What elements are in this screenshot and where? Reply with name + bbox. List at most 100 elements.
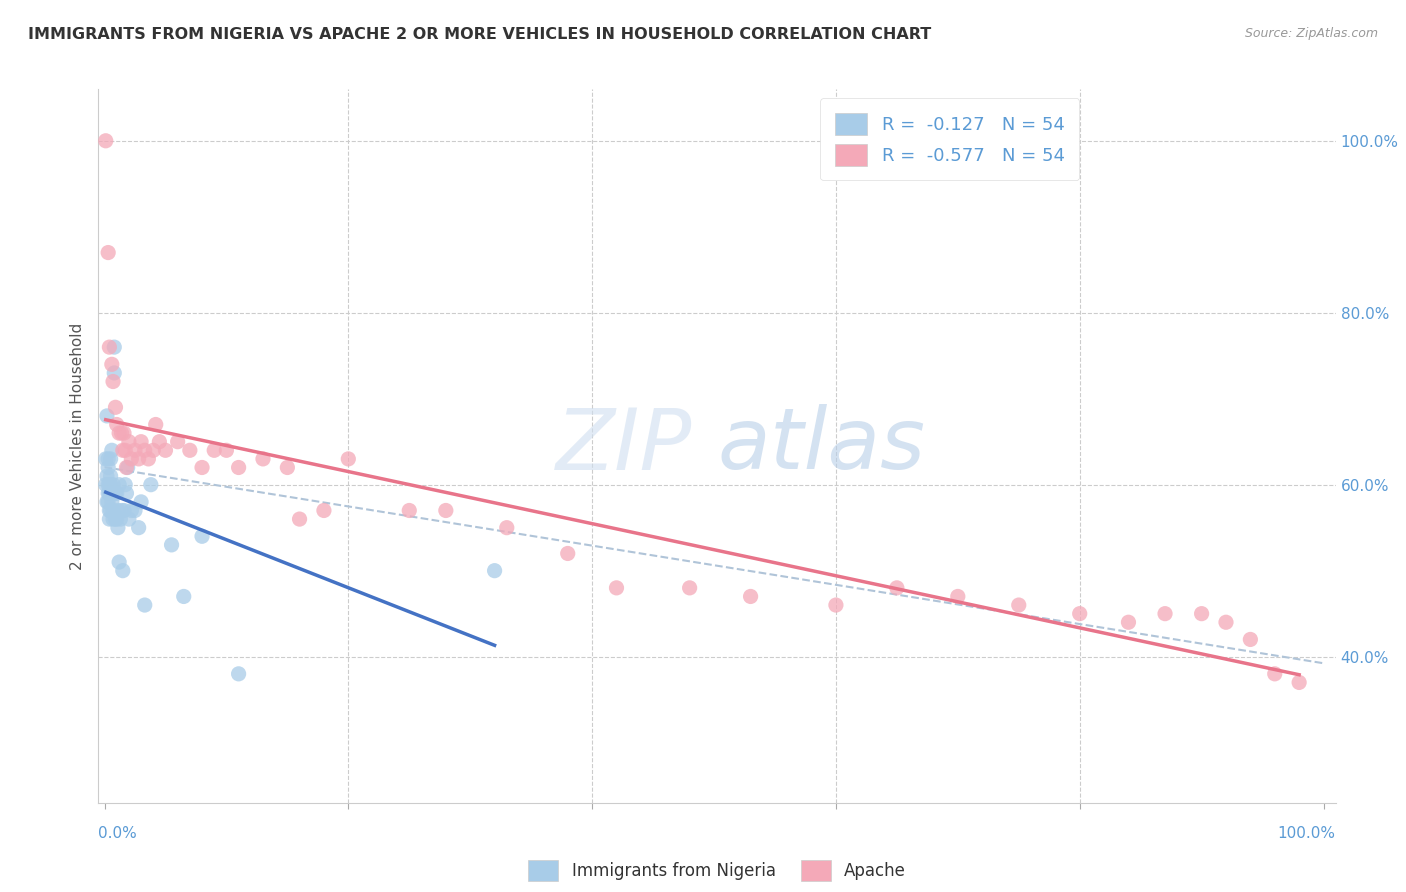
Point — [98, 477, 121, 491]
Point — [138, 451, 160, 466]
Point — [139, 477, 162, 491]
Point — [110, 503, 132, 517]
Point — [107, 521, 129, 535]
Y-axis label: 2 or more Vehicles in Household: 2 or more Vehicles in Household — [69, 322, 84, 570]
Text: IMMIGRANTS FROM NIGERIA VS APACHE 2 OR MORE VEHICLES IN HOUSEHOLD CORRELATION CH: IMMIGRANTS FROM NIGERIA VS APACHE 2 OR M… — [28, 27, 931, 42]
Point — [98, 486, 121, 500]
Point — [312, 503, 335, 517]
Point — [100, 486, 122, 500]
Point — [129, 495, 152, 509]
Point — [1239, 632, 1261, 647]
Legend: Immigrants from Nigeria, Apache: Immigrants from Nigeria, Apache — [522, 854, 912, 888]
Point — [97, 245, 120, 260]
Point — [495, 521, 517, 535]
Point — [105, 512, 128, 526]
Point — [96, 409, 118, 423]
Point — [110, 512, 132, 526]
Point — [101, 375, 124, 389]
Point — [108, 555, 131, 569]
Point — [142, 443, 165, 458]
Point — [101, 495, 124, 509]
Point — [104, 401, 127, 415]
Point — [94, 134, 117, 148]
Point — [115, 460, 138, 475]
Point — [112, 503, 135, 517]
Point — [104, 486, 127, 500]
Point — [111, 564, 134, 578]
Point — [96, 495, 118, 509]
Point — [825, 598, 848, 612]
Point — [1069, 607, 1091, 621]
Point — [100, 451, 122, 466]
Point — [1118, 615, 1140, 630]
Point — [128, 521, 150, 535]
Point — [96, 469, 118, 483]
Point — [252, 451, 274, 466]
Point — [1288, 675, 1310, 690]
Point — [103, 366, 125, 380]
Point — [434, 503, 457, 517]
Text: ZIP: ZIP — [555, 404, 692, 488]
Point — [120, 451, 142, 466]
Point — [100, 469, 122, 483]
Point — [678, 581, 700, 595]
Point — [114, 443, 136, 458]
Point — [94, 451, 117, 466]
Text: atlas: atlas — [717, 404, 925, 488]
Point — [97, 495, 120, 509]
Point — [107, 503, 129, 517]
Point — [101, 512, 124, 526]
Point — [103, 340, 125, 354]
Point — [173, 590, 195, 604]
Point — [104, 512, 127, 526]
Point — [145, 417, 167, 432]
Point — [105, 417, 128, 432]
Point — [124, 443, 146, 458]
Point — [1215, 615, 1237, 630]
Point — [179, 443, 201, 458]
Point — [117, 460, 139, 475]
Text: Source: ZipAtlas.com: Source: ZipAtlas.com — [1244, 27, 1378, 40]
Point — [191, 529, 214, 543]
Point — [118, 434, 141, 449]
Point — [484, 564, 506, 578]
Point — [1008, 598, 1031, 612]
Point — [191, 460, 214, 475]
Point — [98, 512, 121, 526]
Point — [98, 340, 121, 354]
Point — [110, 426, 132, 441]
Point — [97, 460, 120, 475]
Point — [118, 512, 141, 526]
Point — [100, 477, 122, 491]
Point — [166, 434, 188, 449]
Point — [100, 503, 122, 517]
Text: 0.0%: 0.0% — [98, 827, 138, 841]
Point — [124, 503, 146, 517]
Point — [160, 538, 183, 552]
Point — [202, 443, 225, 458]
Point — [108, 426, 131, 441]
Point — [101, 503, 124, 517]
Point — [115, 486, 138, 500]
Point — [740, 590, 762, 604]
Point — [114, 477, 136, 491]
Point — [101, 443, 124, 458]
Point — [97, 486, 120, 500]
Point — [97, 451, 120, 466]
Point — [1264, 666, 1286, 681]
Point — [101, 486, 124, 500]
Point — [128, 451, 150, 466]
Text: 100.0%: 100.0% — [1278, 827, 1336, 841]
Point — [112, 426, 135, 441]
Point — [557, 546, 579, 560]
Point — [946, 590, 969, 604]
Point — [337, 451, 360, 466]
Point — [134, 443, 156, 458]
Point — [276, 460, 298, 475]
Point — [228, 666, 250, 681]
Point — [105, 486, 128, 500]
Point — [98, 503, 121, 517]
Point — [120, 503, 142, 517]
Point — [288, 512, 311, 526]
Point — [97, 477, 120, 491]
